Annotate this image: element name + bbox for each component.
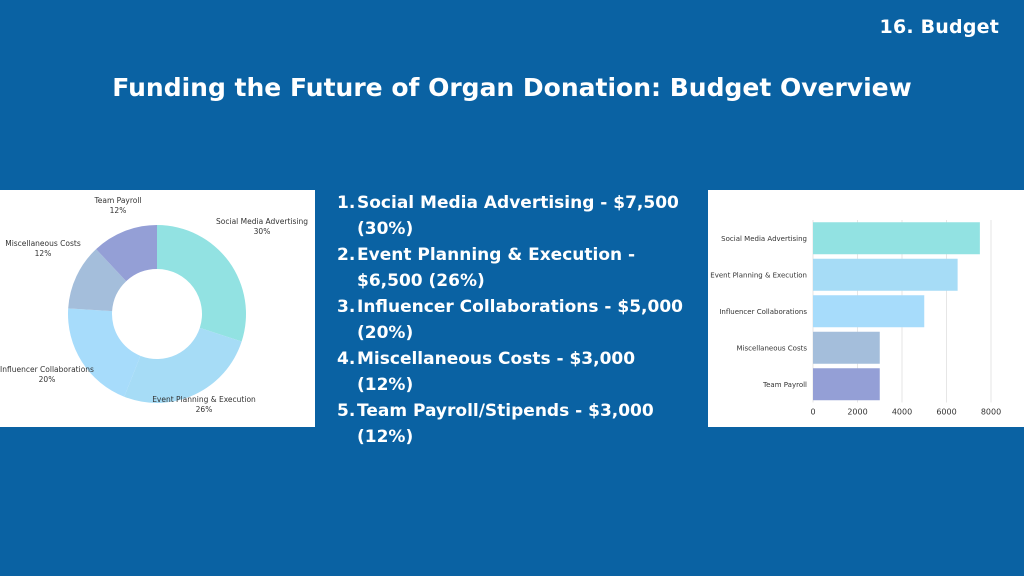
list-item: 2. Event Planning & Execution - $6,500 (… [337,242,697,294]
y-category-label: Miscellaneous Costs [736,344,807,352]
donut-slice [96,225,157,282]
x-tick-label: 0 [810,408,815,417]
list-text: Social Media Advertising - $7,500 (30%) [357,193,679,239]
x-tick-label: 8000 [981,408,1001,417]
y-category-label: Social Media Advertising [721,235,807,243]
slice-label: Social Media Advertising [216,217,308,226]
slice-label: Event Planning & Execution [152,395,256,404]
list-number: 1. [337,193,356,213]
bar [813,222,980,255]
bar [813,331,880,364]
slice-label: Influencer Collaborations [0,365,94,374]
x-tick-label: 4000 [892,408,912,417]
list-text: Influencer Collaborations - $5,000 (20%) [357,297,684,343]
list-item: 5. Team Payroll/Stipends - $3,000 (12%) [337,398,697,450]
bar [813,295,925,328]
y-category-label: Team Payroll [762,381,807,389]
list-number: 5. [337,401,356,421]
slice-value-label: 30% [254,227,271,236]
slice-value-label: 12% [110,206,127,215]
donut-slice [67,308,141,397]
slice-value-label: 12% [35,249,52,258]
slice-label: Team Payroll [93,196,141,205]
donut-slice [124,327,242,403]
donut-chart-panel: Social Media Advertising 30% Event Plannin… [0,190,315,427]
donut-slice [68,249,127,312]
slice-label: Miscellaneous Costs [5,239,81,248]
list-number: 3. [337,297,356,317]
x-tick-label: 2000 [847,408,867,417]
list-text: Miscellaneous Costs - $3,000 (12%) [357,349,636,395]
list-number: 4. [337,349,356,369]
slide-number: 16. Budget [879,16,999,38]
bar [813,258,958,291]
list-number: 2. [337,245,356,265]
slice-value-label: 20% [39,375,56,384]
donut-slice [157,225,246,342]
bar [813,368,880,401]
slice-value-label: 26% [196,405,213,414]
list-item: 3. Influencer Collaborations - $5,000 (2… [337,294,697,346]
bar-chart-panel: 0 2000 4000 6000 8000 Social Media Advertisin… [708,190,1024,427]
y-category-label: Influencer Collaborations [719,308,807,316]
bar-chart: 0 2000 4000 6000 8000 Social Media Advertisin… [710,220,1001,417]
x-tick-label: 6000 [936,408,956,417]
list-text: Event Planning & Execution - $6,500 (26%… [357,245,636,291]
list-text: Team Payroll/Stipends - $3,000 (12%) [357,401,654,447]
list-item: 1. Social Media Advertising - $7,500 (30… [337,190,697,242]
budget-list: 1. Social Media Advertising - $7,500 (30… [337,190,697,450]
y-category-label: Event Planning & Execution [710,271,807,279]
page-title: Funding the Future of Organ Donation: Bu… [112,73,912,102]
list-item: 4. Miscellaneous Costs - $3,000 (12%) [337,346,697,398]
